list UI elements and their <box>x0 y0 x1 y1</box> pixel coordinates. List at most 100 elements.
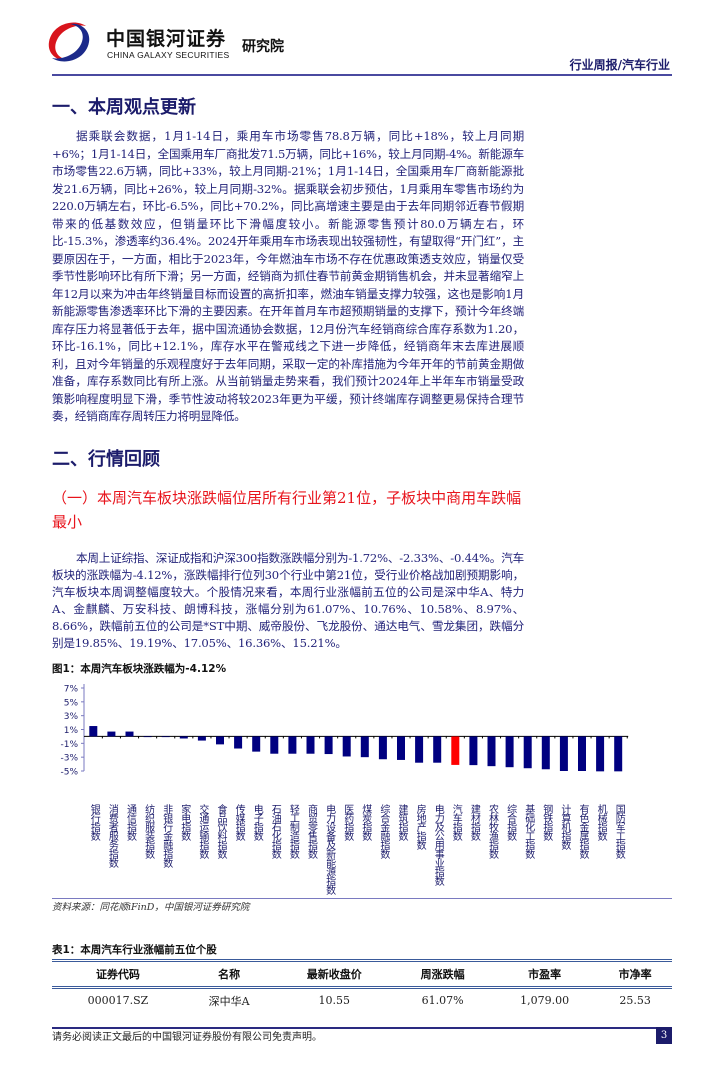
bar <box>107 731 116 736</box>
bar <box>89 725 98 736</box>
bar <box>578 735 586 771</box>
top-gainers-table: 证券代码 名称 最新收盘价 周涨跌幅 市盈率 市净率 000017.SZ 深中华… <box>52 958 672 1013</box>
bar <box>415 735 424 763</box>
bar <box>234 735 243 749</box>
x-tick-label: 商贸零售指数 <box>305 803 317 858</box>
x-tick-label: 机械指数 <box>595 803 607 840</box>
column-header: 最新收盘价 <box>274 958 395 989</box>
x-tick-label: 农林牧渔指数 <box>486 803 498 858</box>
bar <box>397 735 405 760</box>
y-tick-label: 3% <box>64 712 79 722</box>
x-tick-label: 电力及公用事业指数 <box>432 803 444 885</box>
bar <box>306 735 315 754</box>
cell-pe: 1,079.00 <box>520 994 570 1007</box>
y-tick-label: 7% <box>64 684 79 694</box>
y-tick-label: 1% <box>64 726 79 736</box>
bar <box>143 735 152 737</box>
column-header: 名称 <box>183 958 275 989</box>
bar <box>559 735 568 771</box>
bar <box>252 735 261 752</box>
x-tick-label: 国防军工指数 <box>613 803 625 858</box>
x-tick-label: 非银行金融指数 <box>160 803 172 867</box>
footer-disclaimer: 请务必阅读正文最后的中国银河证券股份有限公司免责声明。 <box>52 1031 322 1043</box>
bar <box>487 735 496 766</box>
x-tick-label: 钢铁指数 <box>540 803 552 840</box>
bar <box>505 735 514 767</box>
sector-change-chart: 7% 5% 3% 1% -1% -3% -5% 银行指数 消费者服务指数 通信指数 纺织服装指数非… <box>50 676 680 898</box>
bar <box>216 735 224 744</box>
x-tick-label: 医药指数 <box>341 803 353 840</box>
bar <box>197 735 206 741</box>
bar <box>270 735 279 754</box>
x-tick-label: 电子指数 <box>251 803 263 840</box>
x-tick-label: 家电指数 <box>178 803 190 840</box>
bar <box>360 735 369 757</box>
y-tick-label: -5% <box>60 767 78 777</box>
bar <box>342 735 351 756</box>
column-header: 证券代码 <box>52 958 184 989</box>
bar <box>378 735 387 759</box>
bar <box>179 735 188 738</box>
table-caption: 表1：本周汽车行业涨幅前五位个股 <box>52 943 217 956</box>
chart-bottom-divider <box>52 897 672 899</box>
y-tick-label: -3% <box>60 753 78 763</box>
x-tick-label: 纺织服装指数 <box>142 803 154 858</box>
x-tick-label: 银行指数 <box>88 803 100 840</box>
page-header: 中国银河证券 CHINA GALAXY SECURITIES 研究院 行业周报/… <box>0 0 724 80</box>
bar <box>161 735 170 737</box>
x-tick-label: 汽车指数 <box>450 803 462 840</box>
x-tick-label: 传媒指数 <box>233 803 245 840</box>
cell-weekly-change: 61.07% <box>421 994 464 1007</box>
sector-change-bar-chart: 7% 5% 3% 1% -1% -3% -5% <box>60 683 629 777</box>
cell-code: 000017.SZ <box>87 994 149 1007</box>
x-tick-label: 石油石化指数 <box>269 803 281 858</box>
x-tick-label: 电力设备及新能源指数 <box>323 803 335 894</box>
x-tick-label: 房地产指数 <box>414 803 426 849</box>
x-tick-label: 有色金属指数 <box>577 803 588 858</box>
bar <box>614 735 623 771</box>
cell-name: 深中华A <box>208 994 250 1008</box>
cell-close: 10.55 <box>318 994 351 1007</box>
y-tick-label: 5% <box>64 698 79 708</box>
x-tick-label: 综合金融指数 <box>377 803 389 858</box>
column-header: 周涨跌幅 <box>394 958 492 989</box>
bar <box>288 735 297 754</box>
figure-caption: 图1：本周汽车板块涨跌幅为-4.12% <box>52 662 227 675</box>
x-tick-label: 食品饮料指数 <box>215 803 226 858</box>
bar <box>469 735 478 765</box>
x-tick-label: 交通运输指数 <box>196 803 208 858</box>
x-tick-label: 消费者服务指数 <box>106 803 118 867</box>
main-content: 一、本周观点更新 据乘联会数据，1月1-14日，乘用车市场零售78.8万辆，同比… <box>0 80 724 1013</box>
page-footer: 请务必阅读正文最后的中国银河证券股份有限公司免责声明。 3 <box>52 1013 672 1083</box>
section-title-market-review: 二、行情回顾 <box>52 448 160 470</box>
bar <box>451 735 460 765</box>
x-tick-label: 建筑指数 <box>396 803 407 840</box>
x-tick-label: 基础化工指数 <box>522 803 534 858</box>
column-header: 市净率 <box>598 958 672 989</box>
cell-pb: 25.53 <box>619 994 651 1007</box>
section-title-weekly-view: 一、本周观点更新 <box>52 97 196 118</box>
footer-divider <box>52 1026 672 1029</box>
y-tick-label: -1% <box>60 739 78 749</box>
bar <box>125 731 134 736</box>
brand-name-en: CHINA GALAXY SECURITIES <box>107 50 230 60</box>
report-type: 行业周报/汽车行业 <box>569 58 670 72</box>
sub-heading: （一）本周汽车板块涨跌幅位居所有行业第21位，子板块中商用车跌幅最小 <box>52 488 522 531</box>
table-row: 000017.SZ 深中华A 10.55 61.07% 1,079.00 25.… <box>52 987 672 1013</box>
x-tick-label: 煤炭指数 <box>359 803 371 840</box>
column-header: 市盈率 <box>491 958 599 989</box>
x-tick-label: 综合指数 <box>504 803 516 840</box>
bar <box>433 735 442 763</box>
bar <box>324 735 333 754</box>
bar <box>541 735 550 769</box>
x-tick-label: 计算机指数 <box>558 803 570 849</box>
x-tick-label: 轻工制造指数 <box>287 803 299 858</box>
x-tick-label: 建材指数 <box>468 803 480 840</box>
market-review-paragraph: 本周上证综指、深证成指和沪深300指数涨跌幅分别为-1.72%、-2.33%、-… <box>52 550 524 650</box>
bar <box>596 735 605 771</box>
x-tick-label: 通信指数 <box>124 803 136 840</box>
institute-label: 研究院 <box>242 39 284 55</box>
brand-name-cn: 中国银河证券 <box>106 28 227 50</box>
bar <box>523 735 532 768</box>
galaxy-logo <box>48 22 90 62</box>
